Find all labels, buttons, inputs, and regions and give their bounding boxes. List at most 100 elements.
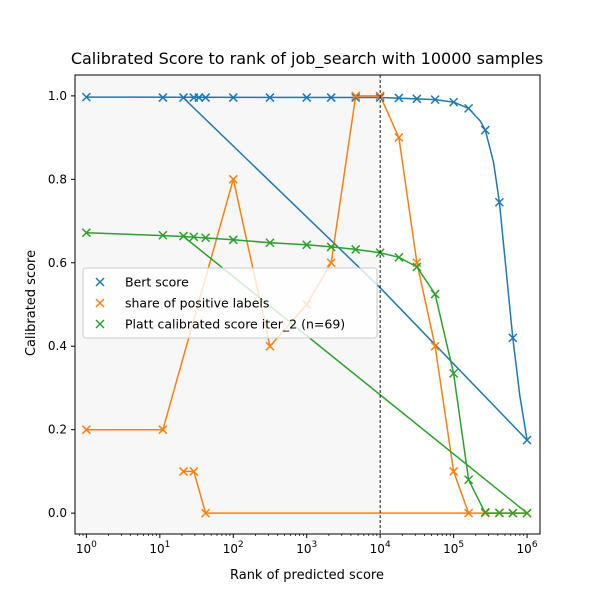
data-point-bert-score (81, 92, 91, 102)
y-tick-label: 0.8 (48, 172, 67, 186)
data-point-share-of-positive-labels (394, 133, 404, 143)
marker-stroke (228, 93, 238, 103)
marker-stroke (302, 240, 312, 250)
marker-stroke (522, 435, 532, 445)
y-tick-label: 1.0 (48, 89, 67, 103)
data-point-share-of-positive-labels (351, 91, 361, 101)
legend-label: Platt calibrated score iter_2 (n=69) (125, 317, 345, 332)
data-point-bert-score (201, 93, 211, 103)
legend-marker-platt-calibrated-score-iter-2-n-69 (95, 319, 105, 329)
marker-stroke (412, 262, 422, 272)
marker-stroke (508, 333, 518, 343)
x-tick-label: 101 (149, 540, 170, 556)
marker-stroke (326, 258, 336, 268)
legend-marker-bert-score (95, 277, 105, 287)
legend: Bert score share of positive labels Platt … (82, 267, 378, 339)
data-point-share-of-positive-labels (326, 258, 336, 268)
marker-stroke (449, 97, 459, 107)
data-point-platt-calibrated-score-iter-2-n-69 (394, 252, 404, 262)
legend-label: Bert score (125, 275, 189, 290)
data-point-bert-score (351, 93, 361, 103)
data-point-share-of-positive-labels (449, 466, 459, 476)
data-point-bert-score (194, 93, 204, 103)
data-point-share-of-positive-labels (412, 258, 422, 268)
marker-stroke (201, 93, 211, 103)
data-point-share-of-positive-labels (265, 341, 275, 351)
marker-stroke (201, 233, 211, 243)
data-point-bert-score (430, 95, 440, 105)
marker-stroke (95, 298, 105, 308)
marker-stroke (326, 242, 336, 252)
marker-stroke (178, 231, 189, 241)
marker-stroke (189, 232, 199, 242)
data-point-platt-calibrated-score-iter-2-n-69 (81, 228, 91, 238)
marker-stroke (158, 230, 168, 240)
marker-stroke (158, 425, 168, 435)
data-point-bert-score (449, 97, 459, 107)
marker-stroke (265, 93, 275, 103)
data-point-bert-score (394, 93, 404, 103)
marker-stroke (430, 341, 440, 351)
data-point-bert-score (464, 103, 474, 113)
data-point-platt-calibrated-score-iter-2-n-69 (189, 232, 199, 242)
marker-stroke (228, 174, 238, 184)
data-point-bert-score (158, 93, 168, 103)
series-markers (81, 91, 532, 518)
marker-stroke (81, 92, 91, 102)
marker-stroke (394, 93, 404, 103)
data-point-share-of-positive-labels (178, 466, 189, 476)
data-point-platt-calibrated-score-iter-2-n-69 (228, 235, 238, 245)
data-point-share-of-positive-labels (464, 508, 474, 518)
marker-stroke (494, 197, 504, 207)
data-point-platt-calibrated-score-iter-2-n-69 (522, 508, 532, 518)
marker-stroke (302, 93, 312, 103)
x-axis-label: Rank of predicted score (230, 568, 384, 583)
data-point-bert-score (302, 93, 312, 103)
marker-stroke (189, 466, 199, 476)
marker-stroke (394, 133, 404, 143)
marker-stroke (178, 93, 189, 103)
x-tick-label: 105 (443, 540, 464, 556)
data-point-bert-score (480, 125, 490, 135)
marker-stroke (158, 93, 168, 103)
data-point-bert-score (494, 197, 504, 207)
marker-stroke (480, 125, 490, 135)
axis-ticks: 100 101 102 103 104 105 106 0.0 0.2 0.4 0.6 0.8 1.0 (48, 89, 538, 556)
y-tick-label: 0.0 (48, 506, 67, 520)
marker-stroke (95, 277, 105, 287)
x-tick-label: 103 (296, 540, 317, 556)
data-point-share-of-positive-labels (201, 508, 211, 518)
marker-stroke (95, 319, 105, 329)
marker-stroke (81, 425, 91, 435)
marker-stroke (430, 95, 440, 105)
y-tick-label: 0.4 (48, 339, 67, 353)
marker-stroke (508, 508, 518, 518)
data-point-share-of-positive-labels (228, 174, 238, 184)
x-tick-label: 106 (517, 540, 538, 556)
marker-stroke (178, 466, 189, 476)
data-point-platt-calibrated-score-iter-2-n-69 (449, 368, 459, 378)
data-point-platt-calibrated-score-iter-2-n-69 (464, 475, 474, 485)
data-point-platt-calibrated-score-iter-2-n-69 (302, 240, 312, 250)
x-tick-label: 102 (223, 540, 244, 556)
data-point-share-of-positive-labels (430, 341, 440, 351)
marker-stroke (464, 508, 474, 518)
x-tick-label: 100 (76, 540, 97, 556)
marker-stroke (464, 475, 474, 485)
marker-stroke (480, 507, 490, 517)
data-point-bert-score (265, 93, 275, 103)
x-tick-label: 104 (370, 540, 391, 556)
data-point-share-of-positive-labels (158, 425, 168, 435)
data-point-share-of-positive-labels (81, 425, 91, 435)
legend-box (82, 267, 378, 339)
data-point-bert-score (522, 435, 532, 445)
marker-stroke (201, 508, 211, 518)
chart-title: Calibrated Score to rank of job_search w… (71, 49, 543, 69)
marker-stroke (412, 258, 422, 268)
marker-stroke (351, 244, 361, 254)
data-point-platt-calibrated-score-iter-2-n-69 (326, 242, 336, 252)
data-point-platt-calibrated-score-iter-2-n-69 (494, 508, 504, 518)
data-point-bert-score (178, 93, 189, 103)
data-point-bert-score (508, 333, 518, 343)
